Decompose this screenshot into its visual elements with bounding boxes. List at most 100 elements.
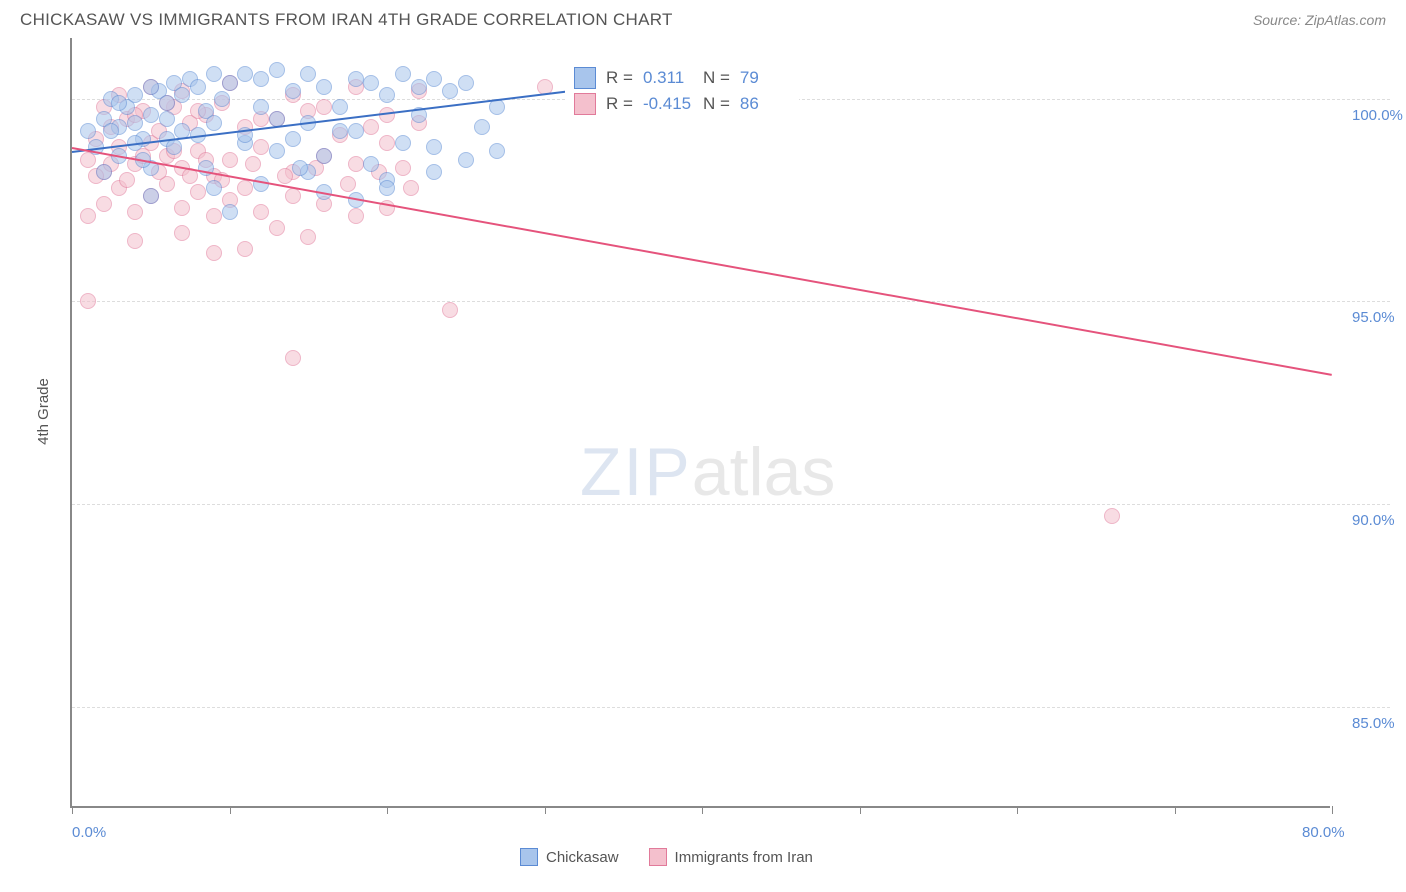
data-point — [103, 123, 119, 139]
stats-r-value: 0.311 — [643, 68, 693, 88]
x-tick-label: 80.0% — [1302, 824, 1345, 841]
stats-row: R =-0.415N =86 — [574, 93, 790, 115]
x-tick-mark — [702, 806, 703, 814]
gridline — [72, 301, 1390, 302]
y-tick-label: 100.0% — [1352, 107, 1403, 124]
data-point — [269, 220, 285, 236]
data-point — [340, 176, 356, 192]
data-point — [222, 75, 238, 91]
data-point — [143, 107, 159, 123]
x-tick-mark — [387, 806, 388, 814]
data-point — [206, 208, 222, 224]
data-point — [96, 196, 112, 212]
data-point — [442, 83, 458, 99]
stats-n-value: 79 — [740, 68, 790, 88]
data-point — [348, 71, 364, 87]
data-point — [253, 204, 269, 220]
data-point — [174, 87, 190, 103]
legend-swatch — [520, 848, 538, 866]
data-point — [80, 123, 96, 139]
data-point — [159, 111, 175, 127]
data-point — [119, 172, 135, 188]
data-point — [269, 143, 285, 159]
x-tick-label: 0.0% — [72, 824, 106, 841]
data-point — [214, 91, 230, 107]
data-point — [426, 71, 442, 87]
data-point — [206, 180, 222, 196]
data-point — [127, 87, 143, 103]
data-point — [379, 180, 395, 196]
data-point — [190, 184, 206, 200]
data-point — [237, 241, 253, 257]
data-point — [458, 152, 474, 168]
gridline — [72, 504, 1390, 505]
x-tick-mark — [230, 806, 231, 814]
data-point — [348, 123, 364, 139]
data-point — [80, 293, 96, 309]
data-point — [190, 79, 206, 95]
data-point — [253, 139, 269, 155]
chart-title: CHICKASAW VS IMMIGRANTS FROM IRAN 4TH GR… — [20, 10, 673, 30]
data-point — [253, 71, 269, 87]
stats-r-value: -0.415 — [643, 94, 693, 114]
chart-legend: Chickasaw Immigrants from Iran — [520, 848, 813, 866]
data-point — [285, 188, 301, 204]
y-tick-label: 85.0% — [1352, 715, 1395, 732]
data-point — [253, 99, 269, 115]
y-tick-label: 95.0% — [1352, 309, 1395, 326]
x-tick-mark — [1017, 806, 1018, 814]
data-point — [127, 204, 143, 220]
data-point — [426, 139, 442, 155]
y-tick-label: 90.0% — [1352, 512, 1395, 529]
data-point — [300, 66, 316, 82]
data-point — [206, 245, 222, 261]
data-point — [379, 87, 395, 103]
data-point — [143, 188, 159, 204]
data-point — [403, 180, 419, 196]
data-point — [458, 75, 474, 91]
data-point — [174, 200, 190, 216]
y-axis-label: 4th Grade — [35, 378, 52, 445]
data-point — [395, 135, 411, 151]
legend-label: Immigrants from Iran — [675, 849, 813, 866]
correlation-stats-box: R = 0.311 N = 79R = -0.415 N = 86 — [565, 62, 799, 120]
data-point — [206, 115, 222, 131]
data-point — [237, 66, 253, 82]
stats-row: R = 0.311 N = 79 — [574, 67, 790, 89]
x-tick-mark — [1175, 806, 1176, 814]
data-point — [316, 99, 332, 115]
x-tick-mark — [545, 806, 546, 814]
data-point — [489, 143, 505, 159]
stats-n-label: N = — [703, 94, 730, 114]
plot-area: 85.0%90.0%95.0%100.0%0.0%80.0% — [70, 38, 1330, 808]
data-point — [127, 115, 143, 131]
stats-r-label: R = — [606, 68, 633, 88]
legend-swatch — [649, 848, 667, 866]
data-point — [237, 180, 253, 196]
data-point — [363, 156, 379, 172]
stats-n-label: N = — [703, 68, 730, 88]
data-point — [127, 233, 143, 249]
data-point — [363, 75, 379, 91]
stats-n-value: 86 — [740, 94, 790, 114]
data-point — [300, 229, 316, 245]
legend-label: Chickasaw — [546, 849, 619, 866]
source-attribution: Source: ZipAtlas.com — [1253, 12, 1386, 28]
x-tick-mark — [72, 806, 73, 814]
regression-line — [72, 147, 1332, 376]
data-point — [442, 302, 458, 318]
data-point — [206, 66, 222, 82]
data-point — [348, 208, 364, 224]
data-point — [245, 156, 261, 172]
data-point — [316, 148, 332, 164]
data-point — [166, 139, 182, 155]
stats-swatch — [574, 93, 596, 115]
stats-swatch — [574, 67, 596, 89]
data-point — [411, 79, 427, 95]
data-point — [292, 160, 308, 176]
x-tick-mark — [1332, 806, 1333, 814]
data-point — [222, 152, 238, 168]
data-point — [96, 164, 112, 180]
data-point — [222, 204, 238, 220]
data-point — [277, 168, 293, 184]
